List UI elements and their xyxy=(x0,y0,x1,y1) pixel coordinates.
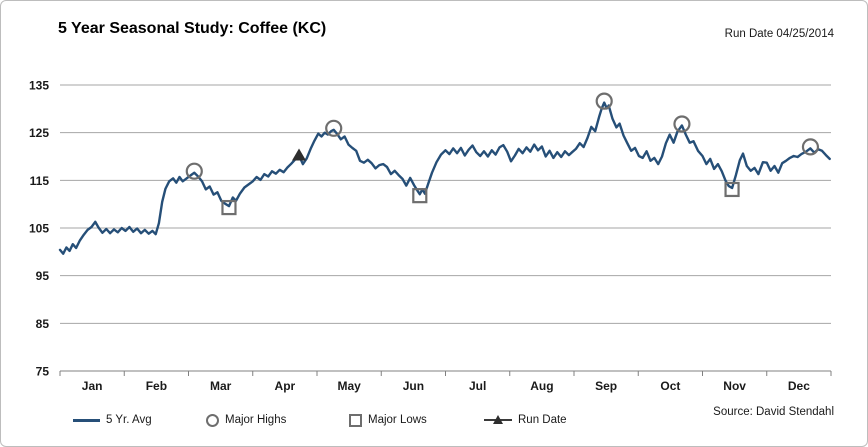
legend-item-run-date: Run Date xyxy=(484,412,567,428)
major-high-marker xyxy=(673,115,691,133)
major-low-marker xyxy=(724,181,740,198)
x-tick-label: Sep xyxy=(595,379,617,393)
x-tick-label: Oct xyxy=(660,379,680,393)
x-tick-label: Jan xyxy=(82,379,103,393)
price-line xyxy=(58,101,831,255)
chart-title: 5 Year Seasonal Study: Coffee (KC) xyxy=(58,20,327,37)
y-tick-label: 125 xyxy=(29,126,49,140)
y-tick-label: 105 xyxy=(29,222,49,236)
triangle-marker-icon xyxy=(484,414,512,426)
major-high-marker xyxy=(325,119,343,137)
legend-label: 5 Yr. Avg xyxy=(106,414,152,426)
y-tick-label: 115 xyxy=(30,174,50,188)
line-swatch-icon xyxy=(73,418,100,422)
legend-label: Major Lows xyxy=(368,414,427,426)
y-tick-label: 75 xyxy=(36,365,50,379)
y-tick-label: 85 xyxy=(36,317,50,331)
x-tick-label: Feb xyxy=(146,379,167,393)
major-high-marker xyxy=(595,92,613,110)
square-marker-icon xyxy=(349,413,362,427)
legend-item-major-highs: Major Highs xyxy=(206,412,286,428)
run-date-marker xyxy=(292,148,307,161)
legend-item-major-lows: Major Lows xyxy=(349,412,427,428)
legend-item-5yr-avg: 5 Yr. Avg xyxy=(73,412,152,428)
x-tick-label: Mar xyxy=(210,379,232,393)
major-low-marker xyxy=(412,188,428,204)
source-label: Source: David Stendahl xyxy=(713,406,834,418)
y-tick-label: 95 xyxy=(36,269,50,283)
x-tick-label: Apr xyxy=(275,379,296,393)
major-low-marker xyxy=(221,199,237,216)
run-date-label: Run Date 04/25/2014 xyxy=(724,28,834,40)
y-tick-label: 135 xyxy=(29,79,49,93)
x-tick-label: Nov xyxy=(723,379,746,393)
major-high-marker xyxy=(801,138,820,156)
x-tick-label: Jul xyxy=(469,379,486,393)
x-tick-label: Jun xyxy=(403,379,424,393)
legend-label: Major Highs xyxy=(225,414,287,426)
x-tick-label: Dec xyxy=(788,379,810,393)
legend-label: Run Date xyxy=(518,414,567,426)
major-high-marker xyxy=(185,162,203,180)
x-tick-label: Aug xyxy=(530,379,553,393)
x-tick-label: May xyxy=(337,379,361,393)
circle-marker-icon xyxy=(206,413,219,427)
